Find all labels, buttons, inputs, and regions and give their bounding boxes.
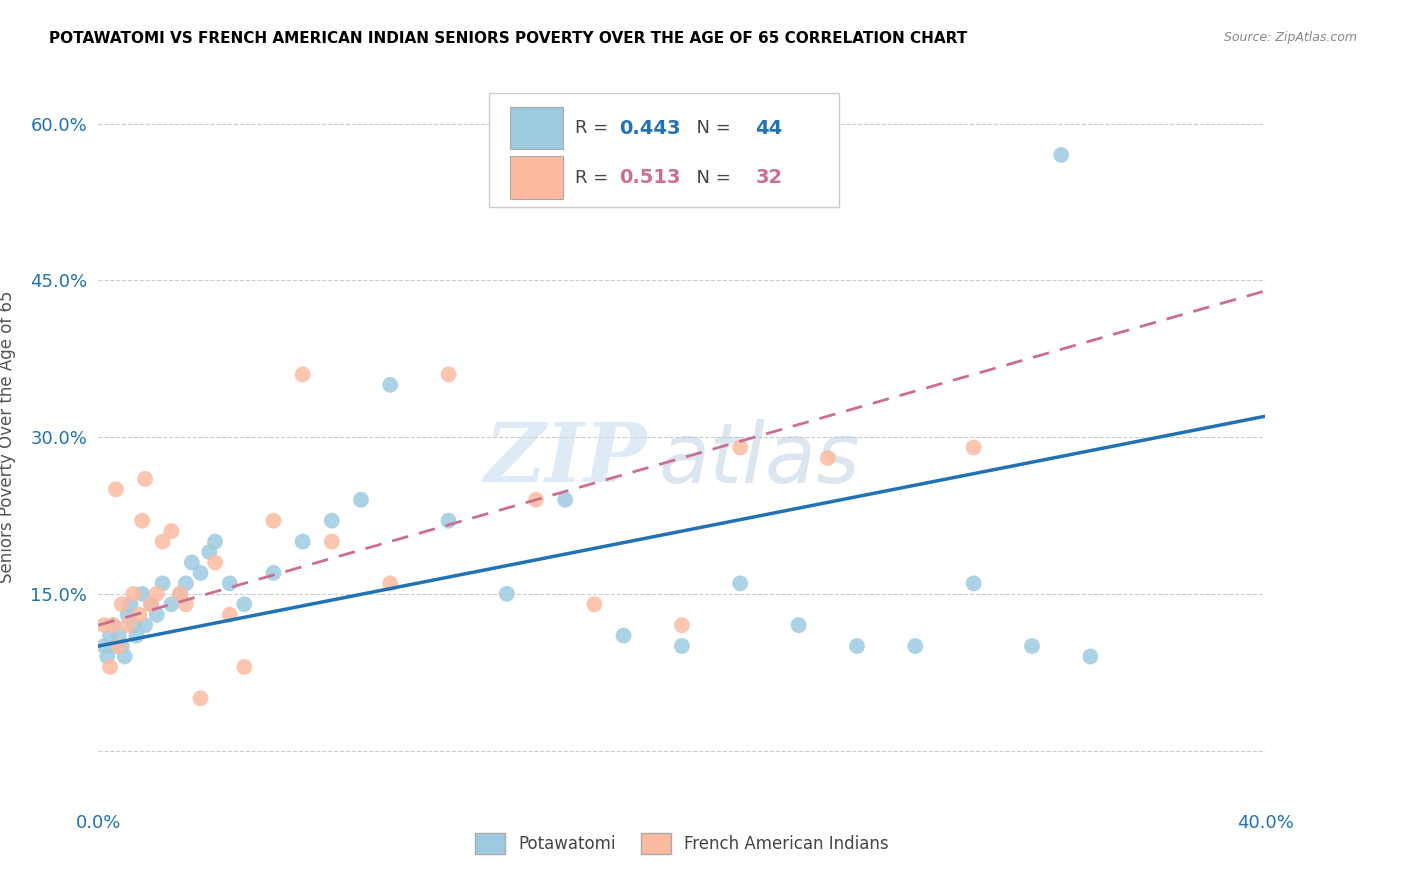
Y-axis label: Seniors Poverty Over the Age of 65: Seniors Poverty Over the Age of 65: [0, 291, 17, 583]
Point: [380, 576, 402, 591]
Point: [612, 629, 634, 643]
Point: [291, 368, 314, 382]
Point: [730, 576, 752, 591]
Legend: Potawatomi, French American Indians: Potawatomi, French American Indians: [468, 827, 896, 860]
Point: [122, 618, 145, 632]
Point: [108, 629, 131, 643]
Point: [114, 649, 136, 664]
Point: [671, 618, 693, 632]
Point: [437, 514, 460, 528]
FancyBboxPatch shape: [510, 107, 562, 150]
Point: [131, 514, 153, 528]
Text: POTAWATOMI VS FRENCH AMERICAN INDIAN SENIORS POVERTY OVER THE AGE OF 65 CORRELAT: POTAWATOMI VS FRENCH AMERICAN INDIAN SEN…: [49, 31, 967, 46]
Text: N =: N =: [685, 169, 737, 186]
Point: [101, 618, 124, 632]
Point: [904, 639, 927, 653]
Point: [233, 660, 256, 674]
Point: [1050, 148, 1073, 162]
Point: [350, 492, 373, 507]
Point: [98, 629, 121, 643]
Point: [134, 618, 156, 632]
Point: [671, 639, 693, 653]
Point: [262, 566, 284, 580]
Text: 32: 32: [755, 168, 783, 187]
Point: [111, 597, 134, 611]
Text: 44: 44: [755, 119, 783, 137]
Point: [180, 556, 202, 570]
Point: [962, 576, 984, 591]
Text: ZIP: ZIP: [484, 419, 647, 499]
Point: [128, 607, 150, 622]
Point: [321, 514, 343, 528]
Point: [169, 587, 191, 601]
Text: Source: ZipAtlas.com: Source: ZipAtlas.com: [1223, 31, 1357, 45]
Point: [96, 649, 118, 664]
Point: [817, 450, 839, 465]
Point: [496, 587, 519, 601]
Point: [146, 587, 169, 601]
Text: 0.443: 0.443: [619, 119, 681, 137]
Point: [291, 534, 314, 549]
Point: [98, 660, 121, 674]
Point: [787, 618, 810, 632]
Point: [125, 629, 148, 643]
Text: N =: N =: [685, 120, 737, 137]
Point: [146, 607, 169, 622]
Point: [262, 514, 284, 528]
Point: [174, 576, 197, 591]
Point: [104, 639, 127, 653]
Point: [204, 556, 226, 570]
Point: [554, 492, 576, 507]
Point: [218, 576, 240, 591]
Point: [204, 534, 226, 549]
Point: [169, 587, 191, 601]
Point: [93, 618, 115, 632]
Point: [152, 576, 174, 591]
Text: 0.513: 0.513: [619, 168, 681, 187]
Point: [198, 545, 221, 559]
Point: [93, 639, 115, 653]
Point: [233, 597, 256, 611]
Point: [380, 377, 402, 392]
Point: [524, 492, 547, 507]
Point: [1021, 639, 1043, 653]
Point: [437, 368, 460, 382]
Point: [321, 534, 343, 549]
Point: [190, 691, 212, 706]
Text: R =: R =: [575, 169, 613, 186]
Text: R =: R =: [575, 120, 613, 137]
Point: [139, 597, 162, 611]
Point: [101, 618, 124, 632]
Point: [131, 587, 153, 601]
Point: [134, 472, 156, 486]
Point: [108, 639, 131, 653]
Point: [139, 597, 162, 611]
Point: [117, 607, 139, 622]
FancyBboxPatch shape: [489, 94, 839, 207]
Point: [1080, 649, 1102, 664]
Text: atlas: atlas: [658, 418, 860, 500]
Point: [174, 597, 197, 611]
Point: [160, 597, 183, 611]
Point: [962, 441, 984, 455]
Point: [583, 597, 606, 611]
Point: [160, 524, 183, 538]
FancyBboxPatch shape: [510, 156, 562, 199]
Point: [117, 618, 139, 632]
Point: [152, 534, 174, 549]
Point: [218, 607, 240, 622]
Point: [190, 566, 212, 580]
Point: [104, 483, 127, 497]
Point: [120, 597, 142, 611]
Point: [730, 441, 752, 455]
Point: [111, 639, 134, 653]
Point: [122, 587, 145, 601]
Point: [846, 639, 869, 653]
